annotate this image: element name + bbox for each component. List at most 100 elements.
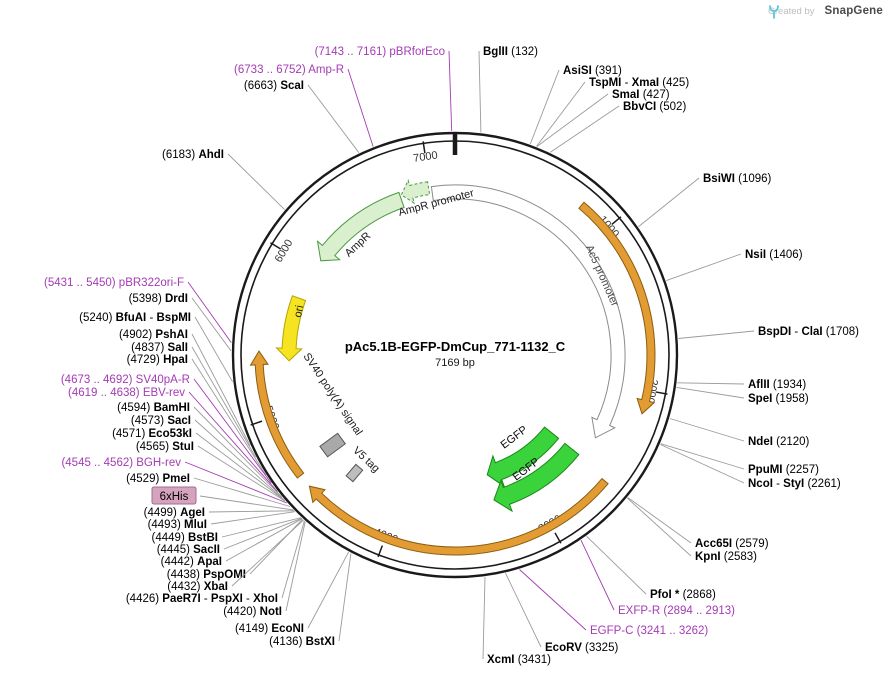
enzyme-label: (4571) Eco53kI [112, 428, 192, 440]
enzyme-label: (4149) EcoNI [235, 623, 304, 635]
leader-line [210, 511, 295, 525]
plasmid-length: 7169 bp [435, 357, 475, 369]
enzyme-label: AsiSI (391) [563, 65, 622, 77]
feature-orf-c [249, 350, 305, 479]
leader-line [223, 517, 302, 550]
leader-line [281, 520, 305, 599]
feature-egfp-2 [493, 442, 580, 513]
primer-label: EXFP-R (2894 .. 2913) [618, 605, 735, 617]
leader-line [580, 540, 615, 611]
leader-line [187, 281, 232, 343]
tick-mark [611, 216, 622, 226]
enzyme-label: SpeI (1958) [748, 393, 809, 405]
enzyme-label: EcoRV (3325) [545, 642, 618, 654]
leader-line [626, 497, 692, 557]
leader-line [191, 346, 256, 458]
enzyme-label: (4499) AgeI [144, 507, 205, 519]
feature-ampr-promoter [400, 179, 431, 205]
leader-line [676, 386, 745, 399]
tick-mark [377, 545, 384, 558]
leader-line [505, 573, 542, 648]
enzyme-label: PpuMI (2257) [748, 464, 819, 476]
primer-label: (5431 .. 5450) pBR322ori-F [44, 277, 184, 289]
enzyme-label: (4565) StuI [136, 441, 194, 453]
leader-line [338, 553, 352, 642]
leader-line [208, 510, 295, 513]
feature-ac5-promoter [430, 184, 626, 439]
primer-label: (7143 .. 7161) pBRforEco [315, 46, 445, 58]
enzyme-label: (4573) SacI [131, 415, 191, 427]
leader-line [194, 419, 285, 501]
leader-line [193, 477, 291, 507]
feature-orf-a [578, 201, 656, 415]
leader-line [249, 518, 303, 575]
leader-line [193, 378, 272, 484]
leader-line [231, 519, 304, 587]
tick-mark [554, 532, 562, 544]
leader-line [307, 551, 349, 629]
leader-line [536, 81, 586, 147]
leader-line [221, 517, 302, 538]
feature-label-ori: ori [292, 304, 306, 318]
tick-label: 7000 [413, 150, 439, 165]
enzyme-label: (6663) ScaI [244, 80, 304, 92]
enzyme-label: (5398) DrdI [129, 293, 188, 305]
leader-line [669, 418, 745, 442]
feature-orf-b [308, 477, 609, 556]
leader-line [191, 358, 267, 476]
enzyme-label: BbvCI (502) [623, 101, 686, 113]
primer-label: (4545 .. 4562) BGH-rev [61, 457, 181, 469]
leader-line [586, 535, 647, 595]
enzyme-label: XcmI (3431) [487, 654, 551, 666]
leader-line [191, 333, 251, 446]
leader-line [199, 495, 294, 511]
primer-label: (4619 .. 4638) EBV-rev [68, 387, 185, 399]
feature-label-sv40-polya: SV40 poly(A) signal [301, 351, 365, 438]
leader-line [191, 297, 232, 352]
leader-line [225, 518, 303, 562]
tick-mark [250, 420, 263, 426]
leader-line [347, 68, 374, 147]
enzyme-label: (4442) ApaI [161, 556, 222, 568]
leader-line [678, 330, 755, 339]
leader-line [184, 461, 288, 504]
leader-line [627, 497, 692, 544]
enzyme-label: SmaI (427) [612, 89, 670, 101]
leader-line [677, 382, 745, 385]
leader-line [666, 253, 742, 282]
leader-line [660, 443, 745, 470]
leader-line [529, 69, 560, 145]
enzyme-label: (4432) XbaI [167, 581, 228, 593]
enzyme-label: PfoI * (2868) [650, 589, 716, 601]
leader-line [307, 84, 360, 153]
leader-line [195, 432, 285, 501]
created-by-text: Created by [768, 5, 815, 17]
leader-line [519, 569, 587, 631]
his-tag-label: 6xHis [160, 491, 189, 503]
leader-line [660, 444, 745, 484]
primer-label: (4673 .. 4692) SV40pA-R [61, 374, 190, 386]
his-tag-box [151, 486, 197, 505]
leader-line [550, 105, 620, 153]
leader-line [227, 153, 285, 210]
enzyme-label: (4445) SacII [157, 544, 220, 556]
feature-ori [275, 295, 307, 362]
snapgene-brand-text: SnapGene [824, 5, 883, 17]
leader-line [193, 406, 283, 498]
leader-line [482, 576, 486, 660]
primer-label: EGFP-C (3241 .. 3262) [590, 625, 708, 637]
enzyme-label: (4420) NotI [223, 606, 282, 618]
enzyme-label: (4136) BstXI [269, 636, 335, 648]
feature-v5-tag [345, 463, 364, 483]
enzyme-label: (4902) PshAI [119, 329, 188, 341]
enzyme-label: (4594) BamHI [117, 402, 190, 414]
feature-sv40-polya [319, 432, 347, 458]
leader-line [285, 521, 306, 612]
leader-line [197, 445, 286, 502]
enzyme-label: (5240) BfuAI - BspMI [79, 312, 191, 324]
primer-label: (6733 .. 6752) Amp-R [234, 64, 344, 76]
enzyme-label: (6183) AhdI [162, 149, 224, 161]
enzyme-label: Acc65I (2579) [695, 538, 769, 550]
